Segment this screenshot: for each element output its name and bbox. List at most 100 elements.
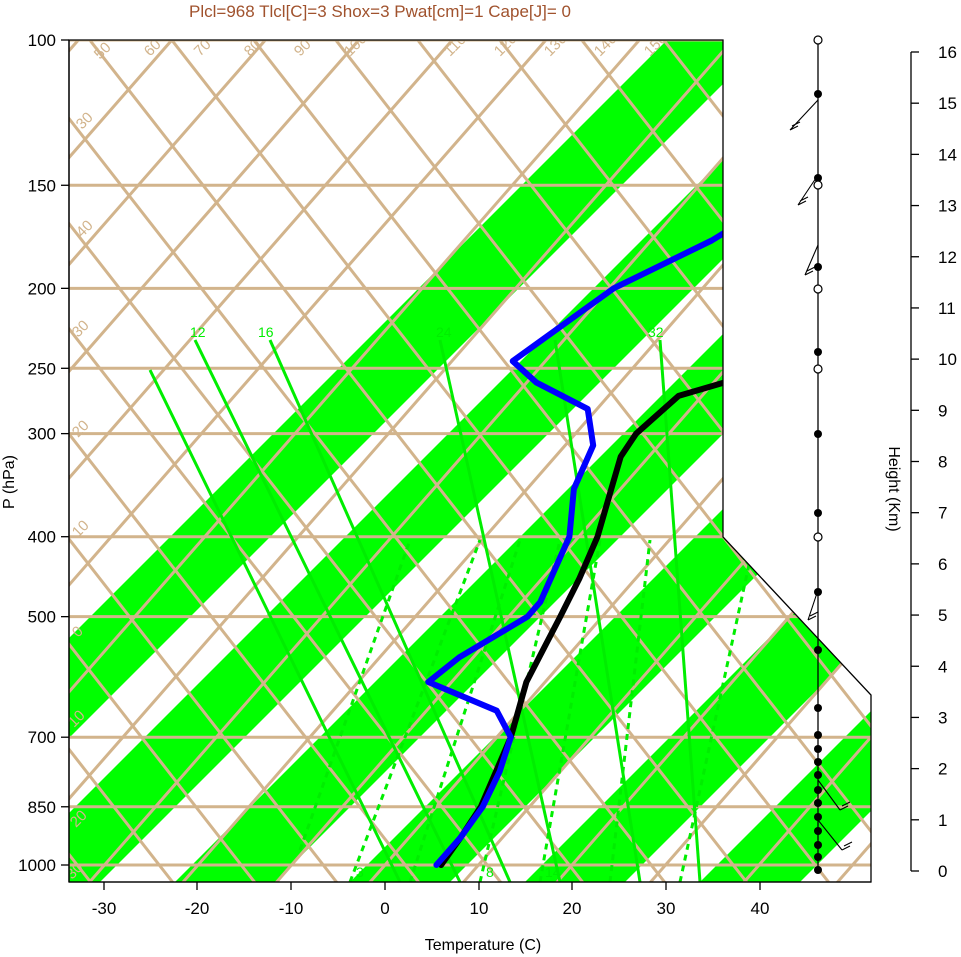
sounding-profiles (425, 71, 871, 868)
pressure-tick-label: 300 (28, 425, 56, 444)
isotherm-label: 20 (731, 337, 755, 361)
height-tick-label: 15 (938, 94, 957, 113)
height-tick-label: 3 (938, 708, 947, 727)
dry-adiabat-line (69, 40, 643, 882)
isotherm-line (275, 40, 871, 882)
wind-level-marker (814, 758, 822, 766)
pressure-tick-label: 200 (28, 279, 56, 298)
mixing-ratio-label: 16 (258, 324, 274, 340)
mixing-ratio-line (348, 539, 482, 882)
mixing-ratio-label: 12 (190, 324, 206, 340)
height-tick-label: 9 (938, 401, 947, 420)
height-tick-label: 4 (938, 657, 947, 676)
pressure-tick-label: 100 (28, 31, 56, 50)
y-axis-label: P (hPa) (1, 455, 18, 509)
isotherm-line (742, 40, 871, 882)
height-tick-label: 13 (938, 197, 957, 216)
wind-level-marker (814, 646, 822, 654)
dry-adiabat-line (69, 40, 725, 882)
isotherm-line (69, 40, 267, 882)
mixing-ratio-line (658, 339, 702, 882)
height-tick-label: 12 (938, 248, 957, 267)
mixing-ratio-line (438, 339, 562, 882)
adiabat-band (69, 40, 807, 882)
temperature-tick-label: 0 (380, 899, 389, 918)
dry-adiabat-line (69, 40, 479, 882)
pressure-tick-label: 150 (28, 176, 56, 195)
temperature-tick-label: 20 (563, 899, 582, 918)
isotherm-label: 10 (731, 447, 755, 471)
dry-adiabat-line (139, 40, 871, 882)
mixing-ratio-lines (148, 339, 752, 882)
isotherm-line (69, 40, 548, 882)
wind-level-marker (814, 866, 822, 874)
mixing-ratio-label: 24 (436, 324, 452, 340)
pressure-tick-label: 700 (28, 728, 56, 747)
height-tick-label: 7 (938, 504, 947, 523)
mixing-ratio-line (538, 539, 602, 882)
mixing-ratio-line (193, 339, 462, 882)
wind-barb (817, 779, 851, 811)
wind-level-marker-open (813, 532, 823, 542)
temperature-tick-label: -20 (185, 899, 210, 918)
wind-level-marker-open (813, 284, 823, 294)
temperature-axis: -30 -20 -10 0 10 20 30 40 (69, 881, 871, 918)
height-tick-label: 14 (938, 145, 957, 164)
wind-level-marker (814, 799, 822, 807)
isotherm-line (88, 40, 828, 882)
wind-level-marker (814, 827, 822, 835)
mixing-ratio-line (553, 339, 642, 882)
dry-adiabat-line (221, 40, 871, 882)
wind-level-marker (814, 731, 822, 739)
mixing-ratio-label: 8 (486, 864, 494, 880)
wind-level-marker (814, 786, 822, 794)
pressure-tick-label: 1000 (18, 856, 56, 875)
wind-barb (817, 819, 853, 851)
isotherm-line (69, 40, 641, 882)
dry-adiabat-line (69, 40, 233, 882)
pressure-tick-label: 250 (28, 359, 56, 378)
isotherm-label: 0 (751, 533, 769, 551)
height-tick-label: 2 (938, 760, 947, 779)
wind-barb (789, 99, 819, 131)
dry-adiabat-line (69, 40, 397, 882)
isotherm-label: 110 (441, 31, 470, 60)
temperature-tick-label: -10 (279, 899, 304, 918)
dry-adiabat-line (69, 40, 561, 882)
temperature-tick-label: -30 (92, 899, 117, 918)
height-tick-label: 0 (938, 862, 947, 881)
wind-barb (804, 244, 819, 276)
dry-adiabat-line (69, 40, 807, 882)
mixing-ratio-line (268, 339, 512, 882)
wind-level-marker-open (813, 180, 823, 190)
temperature-tick-label: 40 (751, 899, 770, 918)
dewpoint-profile-line (425, 71, 871, 868)
wind-level-marker (814, 588, 822, 596)
dry-adiabat-line (549, 40, 871, 882)
pressure-tick-label: 500 (28, 608, 56, 627)
height-tick-label: 16 (938, 43, 957, 62)
height-tick-label: 5 (938, 606, 947, 625)
wind-barb-column (789, 35, 853, 874)
height-tick-label: 1 (938, 811, 947, 830)
wind-level-marker (814, 704, 822, 712)
height-tick-label: 10 (938, 350, 957, 369)
pressure-tick-label: 850 (28, 798, 56, 817)
isotherm-label: 20 (849, 642, 873, 666)
wind-level-marker (814, 174, 822, 182)
temperature-tick-label: 10 (470, 899, 489, 918)
isotherm-label: 30 (731, 227, 755, 251)
isotherm-line (649, 40, 871, 882)
x-axis-label: Temperature (C) (425, 937, 541, 954)
mixing-ratio-label: 3 (356, 864, 364, 880)
isotherm-label: 160 (721, 111, 751, 141)
isotherm-label: 50 (91, 39, 115, 63)
wind-level-marker (814, 813, 822, 821)
wind-barb (807, 589, 819, 621)
mixing-ratio-line (608, 539, 652, 882)
mixing-ratio-line (408, 539, 522, 882)
isotherm-lines (69, 40, 871, 882)
isotherm-line (69, 40, 454, 882)
